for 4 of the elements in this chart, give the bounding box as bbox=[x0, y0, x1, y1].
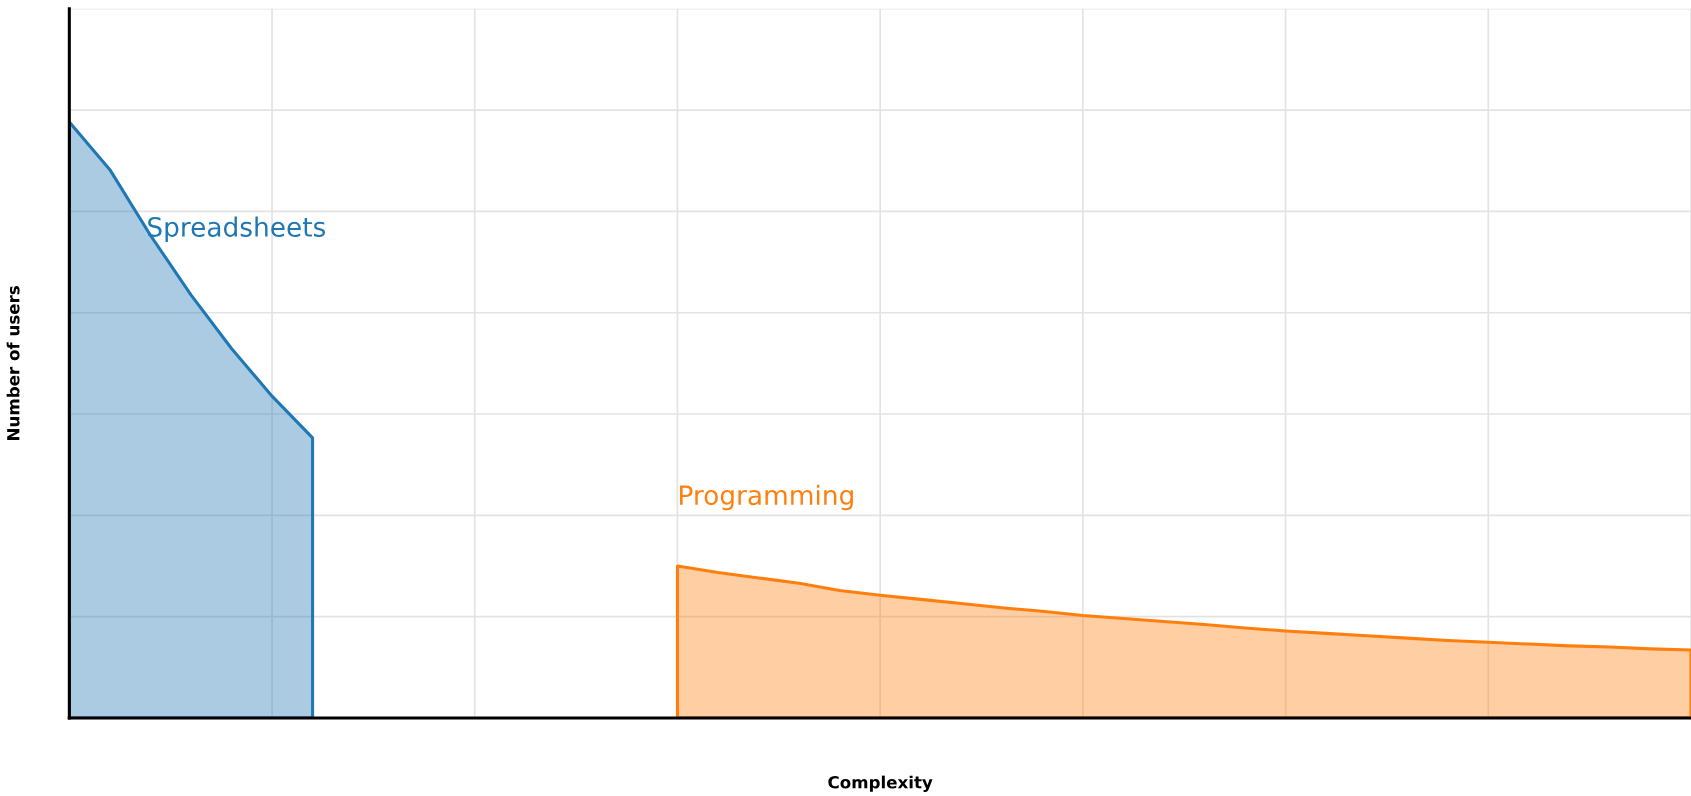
y-axis-title: Number of users bbox=[6, 286, 20, 440]
x-axis-title: Complexity bbox=[828, 775, 933, 792]
series-label: Spreadsheets bbox=[148, 216, 326, 243]
text: Programming bbox=[680, 484, 853, 511]
